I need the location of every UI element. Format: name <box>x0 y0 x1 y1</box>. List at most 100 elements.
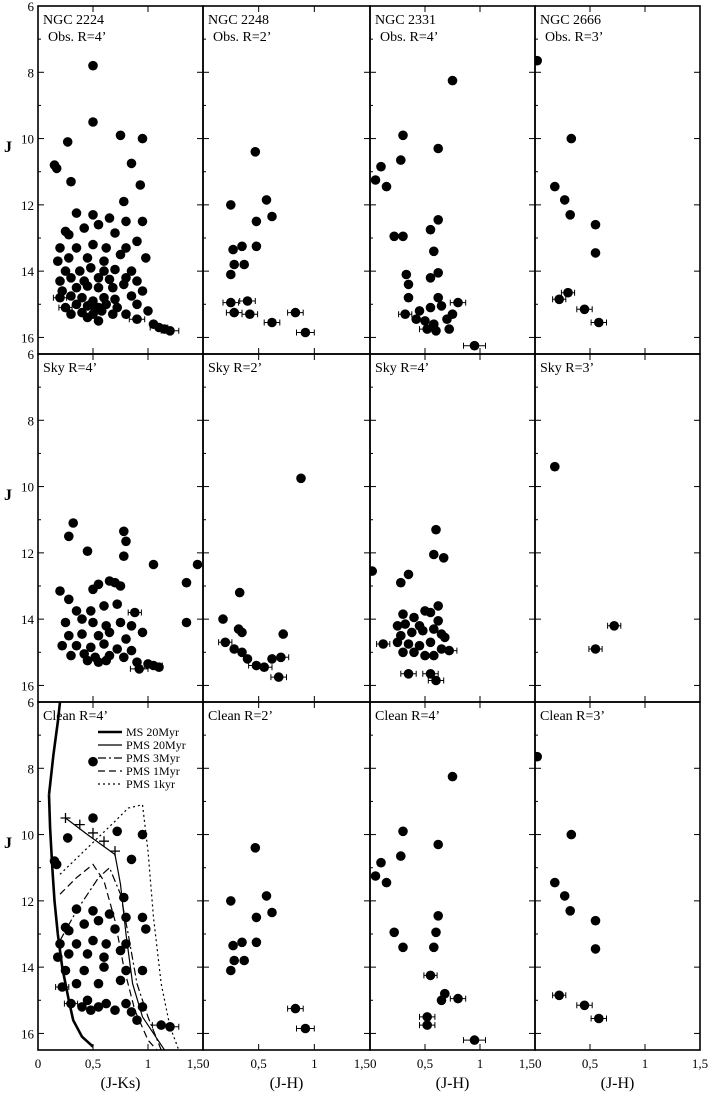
data-point <box>398 942 408 953</box>
error-bar <box>239 298 256 304</box>
data-point <box>77 629 87 639</box>
data-point <box>181 617 192 628</box>
data-point <box>237 937 247 948</box>
data-point <box>93 316 104 326</box>
data-point <box>433 616 444 626</box>
data-point <box>121 965 131 976</box>
points <box>370 524 458 686</box>
error-bar <box>441 647 458 654</box>
data-point <box>370 871 381 881</box>
data-point <box>121 634 131 644</box>
data-point <box>226 200 236 210</box>
data-point <box>112 644 122 654</box>
error-bar <box>427 677 445 684</box>
panel-label: NGC 2666 <box>540 13 601 28</box>
data-point <box>234 587 245 598</box>
data-point <box>242 654 253 664</box>
data-point <box>250 147 261 157</box>
points <box>218 473 306 682</box>
data-point <box>126 1007 137 1017</box>
panel-label: Clean R=4’ <box>375 709 440 724</box>
data-point <box>376 857 386 868</box>
data-point <box>237 627 247 638</box>
data-point <box>135 180 146 190</box>
data-point <box>97 306 107 316</box>
data-point <box>110 294 120 305</box>
x-tick-label: 1 <box>145 1056 152 1071</box>
data-point <box>429 246 439 257</box>
data-point <box>550 181 560 192</box>
data-point <box>239 259 249 270</box>
error-bar <box>588 646 603 652</box>
isochrone-marker <box>60 813 71 823</box>
data-point <box>62 137 73 147</box>
data-point <box>237 647 247 658</box>
legend-label: PMS 20Myr <box>126 738 186 752</box>
x-tick-label: 0,5 <box>251 1056 267 1071</box>
data-point <box>400 619 411 629</box>
data-point <box>132 236 142 247</box>
error-bar <box>590 1015 607 1022</box>
data-point <box>381 181 392 192</box>
data-point <box>137 829 148 840</box>
error-bar <box>398 311 413 318</box>
panel-label: Clean R=3’ <box>540 709 605 724</box>
data-point <box>88 906 98 916</box>
y-tick-label: 14 <box>21 264 35 279</box>
error-bar <box>222 299 240 306</box>
data-point <box>93 1002 104 1012</box>
data-point <box>93 915 104 926</box>
legend-label: MS 20Myr <box>126 725 179 739</box>
isochrone-pms-1kyr <box>59 803 180 1050</box>
data-point <box>137 286 148 296</box>
data-point <box>64 594 74 605</box>
data-point <box>66 309 76 320</box>
data-point <box>433 143 444 154</box>
data-point <box>121 243 131 253</box>
data-point <box>119 892 129 903</box>
y-tick-label: 10 <box>21 132 34 147</box>
panel-r0-c2 <box>369 5 536 355</box>
data-point <box>55 243 65 253</box>
data-point <box>229 644 239 654</box>
data-point <box>82 312 93 323</box>
data-point <box>559 195 570 205</box>
error-bar <box>149 324 169 331</box>
data-point <box>396 155 406 165</box>
y-tick-label: 12 <box>21 894 34 909</box>
data-point <box>121 939 131 949</box>
points <box>535 751 607 1024</box>
data-point <box>101 998 111 1009</box>
data-point <box>550 461 560 472</box>
data-point <box>414 306 425 316</box>
data-point <box>71 282 82 293</box>
panel-frame <box>369 5 536 355</box>
error-bar <box>552 296 567 303</box>
error-bar <box>423 972 438 979</box>
data-point <box>261 891 272 901</box>
error-bar <box>255 664 273 671</box>
error-bar <box>241 311 259 318</box>
y-tick-label: 16 <box>21 1026 35 1041</box>
error-bar <box>128 316 146 323</box>
error-bar <box>127 609 142 616</box>
panel-frame <box>37 5 204 355</box>
data-point <box>88 617 98 628</box>
error-bar <box>419 1013 436 1020</box>
points <box>370 75 486 351</box>
data-point <box>447 309 458 320</box>
panel-r1-c1 <box>202 353 371 703</box>
data-point <box>86 642 96 653</box>
error-bar <box>419 326 436 333</box>
data-point <box>108 282 118 293</box>
data-point <box>126 158 137 169</box>
data-point <box>71 299 82 310</box>
error-bar <box>58 304 73 311</box>
data-point <box>71 640 82 651</box>
data-point <box>86 1005 96 1015</box>
y-tick-label: 6 <box>28 347 35 362</box>
x-tick-label: 0,5 <box>85 1056 101 1071</box>
panel-frame <box>202 353 371 703</box>
data-point <box>93 978 104 989</box>
data-point <box>66 291 76 301</box>
